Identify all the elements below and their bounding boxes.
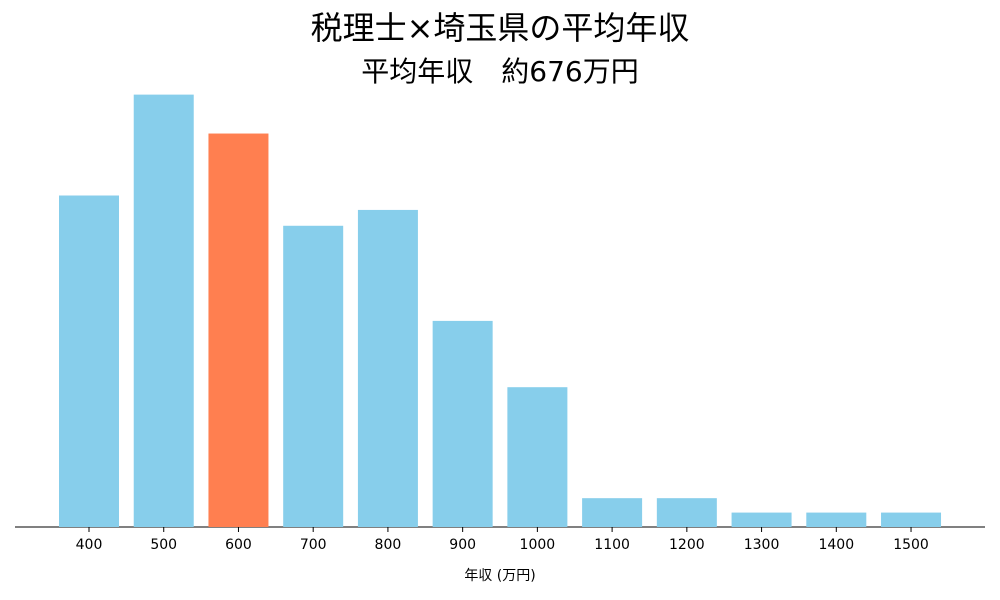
- bar: [656, 498, 717, 527]
- x-tick-label: 400: [76, 537, 103, 553]
- bar: [881, 512, 942, 527]
- x-tick-label: 900: [449, 537, 476, 553]
- bar: [432, 320, 493, 527]
- x-axis-label: 年収 (万円): [464, 568, 535, 584]
- bar: [283, 225, 344, 527]
- bar: [582, 498, 643, 527]
- chart-title: 税理士×埼玉県の平均年収: [311, 9, 690, 47]
- x-tick-label: 700: [300, 537, 327, 553]
- x-tick-label: 1100: [594, 537, 630, 553]
- x-tick-label: 1000: [520, 537, 556, 553]
- x-tick-label: 800: [375, 537, 402, 553]
- x-tick-label: 1500: [893, 537, 929, 553]
- bar: [357, 209, 418, 527]
- bar: [133, 94, 194, 527]
- bar: [806, 512, 867, 527]
- bar: [507, 387, 568, 527]
- bar: [208, 133, 269, 528]
- chart-subtitle: 平均年収 約676万円: [361, 55, 638, 88]
- x-tick-label: 1400: [818, 537, 854, 553]
- x-tick-label: 600: [225, 537, 252, 553]
- bar: [59, 195, 119, 527]
- x-tick-label: 1200: [669, 537, 705, 553]
- x-tick-label: 500: [150, 537, 177, 553]
- x-tick-label: 1300: [744, 537, 780, 553]
- bar: [731, 512, 792, 527]
